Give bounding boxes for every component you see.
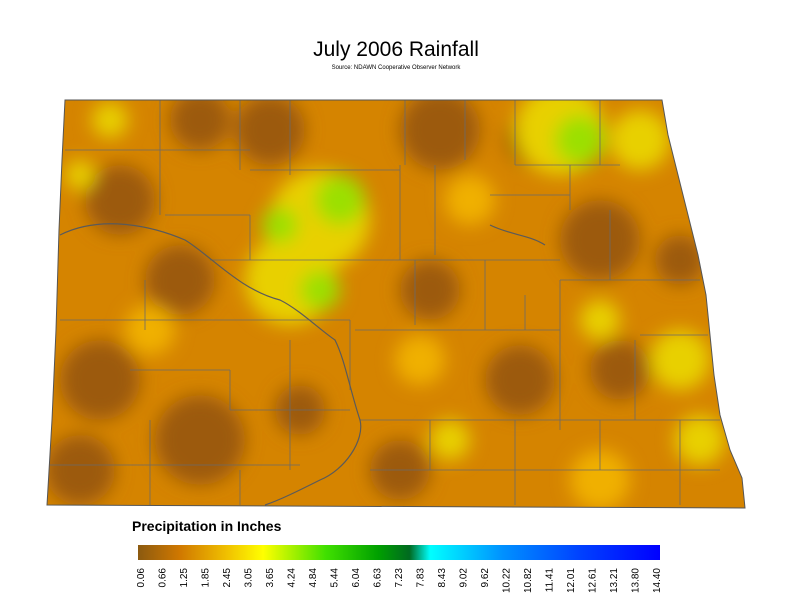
legend-label: 4.84 — [308, 568, 319, 588]
legend-label: 1.25 — [179, 568, 190, 588]
rain-zone — [395, 335, 445, 385]
rain-zone — [430, 420, 470, 460]
legend-label: 9.02 — [459, 568, 470, 588]
rain-zone — [560, 200, 640, 280]
legend-label: 0.06 — [136, 568, 147, 588]
rain-zone — [315, 175, 365, 225]
legend-labels: 0.06 0.66 1.25 1.85 2.45 3.05 3.65 4.24 4.84 5.44… — [136, 568, 663, 593]
rain-zone — [580, 300, 620, 340]
legend-label: 5.44 — [330, 568, 341, 588]
legend-label: 3.65 — [265, 568, 276, 588]
legend-label: 4.24 — [287, 568, 298, 588]
rain-zone — [92, 102, 128, 138]
rain-zone — [655, 235, 705, 285]
rain-zone — [590, 340, 650, 400]
rain-zone — [650, 330, 710, 390]
rain-zone — [235, 100, 305, 165]
rainfall-surface — [47, 100, 745, 508]
legend-label: 7.83 — [416, 568, 427, 588]
legend-ramp — [138, 545, 660, 560]
legend-label: 0.66 — [158, 568, 169, 588]
rain-zone — [85, 165, 155, 235]
rain-zone — [65, 160, 95, 190]
legend-label: 14.40 — [652, 568, 663, 593]
legend-label: 11.41 — [545, 568, 556, 593]
legend-label: 12.61 — [588, 568, 599, 593]
rain-zone — [155, 395, 245, 485]
legend-label: 6.63 — [373, 568, 384, 588]
legend-label: 7.23 — [394, 568, 405, 588]
legend-label: 13.80 — [631, 568, 642, 593]
rain-zone — [675, 415, 725, 465]
legend-label: 6.04 — [351, 568, 362, 588]
rain-zone — [400, 100, 480, 170]
county-lines — [50, 100, 720, 506]
rain-zone — [610, 110, 670, 170]
rain-zone — [485, 345, 555, 415]
legend-label: 13.21 — [609, 568, 620, 593]
legend-label: 8.43 — [437, 568, 448, 588]
rain-zone — [170, 100, 230, 150]
rain-zone — [570, 450, 630, 508]
rain-zone — [145, 245, 215, 315]
legend-label: 1.85 — [201, 568, 212, 588]
rain-zone — [125, 305, 175, 355]
legend-label: 12.01 — [566, 568, 577, 593]
rain-zone — [555, 115, 605, 165]
legend-label: 3.05 — [244, 568, 255, 588]
legend-label: 9.62 — [480, 568, 491, 588]
rain-zone — [47, 435, 115, 505]
legend-label: 10.22 — [502, 568, 513, 593]
rain-zone — [60, 340, 140, 420]
legend-label: 10.82 — [523, 568, 534, 593]
legend-title: Precipitation in Inches — [132, 518, 282, 534]
map-title: July 2006 Rainfall — [313, 38, 479, 61]
map-source: Source: NDAWN Cooperative Observer Netwo… — [332, 65, 462, 71]
rain-zone — [262, 207, 298, 243]
rain-zone — [400, 260, 460, 320]
rain-zone — [300, 270, 340, 310]
legend-label: 2.45 — [222, 568, 233, 588]
rain-zone — [445, 175, 495, 225]
